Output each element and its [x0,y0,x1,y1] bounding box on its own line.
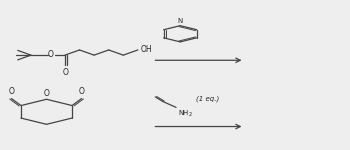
Text: O: O [44,89,49,98]
Text: O: O [8,87,14,96]
Text: (1 eq.): (1 eq.) [196,95,219,102]
Text: OH: OH [141,45,152,54]
Text: O: O [63,68,69,77]
Text: O: O [47,50,53,59]
Text: NH$_2$: NH$_2$ [178,109,193,119]
Text: N: N [177,18,183,24]
Text: O: O [79,87,85,96]
